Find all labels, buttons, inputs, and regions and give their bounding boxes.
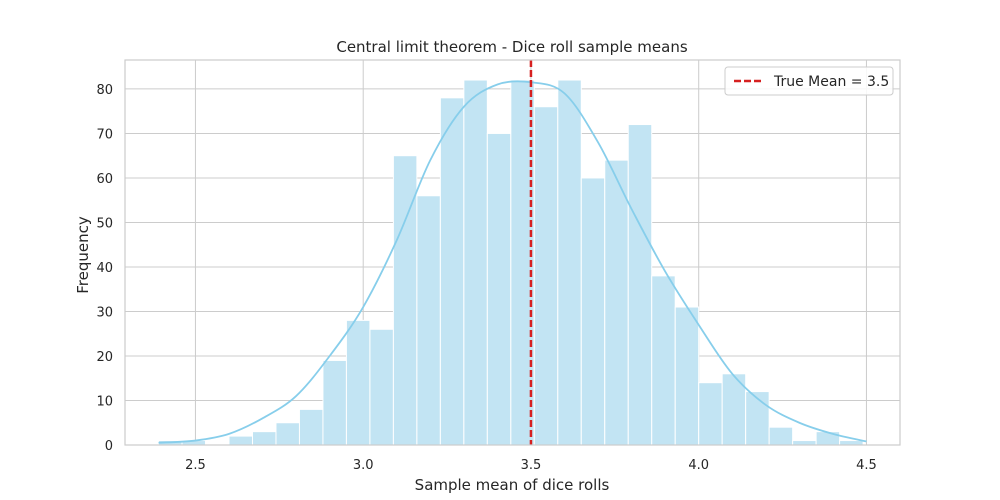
histogram-bar-19 — [604, 159, 629, 446]
legend: True Mean = 3.5 — [724, 66, 894, 96]
histogram-bar-18 — [580, 177, 606, 446]
histogram-bar-21 — [651, 275, 676, 446]
histogram-bar-26 — [768, 426, 794, 446]
y-tick-labels: 0 10 20 30 40 50 60 70 80 — [96, 83, 113, 454]
plot-frame — [124, 59, 901, 446]
histogram-bar-7 — [322, 359, 347, 446]
y-tick-label-8: 80 — [96, 83, 113, 98]
histogram-bar-5 — [275, 422, 300, 446]
histogram-bar-27 — [792, 440, 817, 446]
x-tick-label-2: 3.5 — [521, 458, 542, 473]
kde-curve — [158, 80, 867, 444]
bars-layer — [158, 79, 864, 446]
y-tick-label-3: 30 — [96, 305, 113, 320]
y-tick-label-4: 40 — [96, 261, 113, 276]
histogram-bar-23 — [698, 382, 723, 446]
y-tick-label-6: 60 — [96, 172, 113, 187]
histogram-bar-20 — [627, 124, 653, 446]
histogram-bar-28 — [815, 431, 841, 446]
histogram-bar-11 — [416, 195, 441, 446]
histogram-bar-22 — [674, 306, 700, 446]
histogram-bar-12 — [439, 97, 465, 446]
x-tick-label-1: 3.0 — [353, 458, 374, 473]
y-tick-label-0: 0 — [105, 439, 113, 454]
y-tick-label-1: 10 — [96, 394, 113, 409]
x-tick-label-3: 4.0 — [688, 458, 709, 473]
histogram-bar-14 — [486, 132, 512, 446]
y-tick-label-2: 20 — [96, 350, 113, 365]
y-tick-label-5: 50 — [96, 216, 113, 231]
histogram-bar-6 — [298, 408, 324, 446]
legend-box — [724, 66, 894, 96]
histogram-bar-9 — [369, 328, 394, 446]
histogram-bar-29 — [839, 440, 864, 446]
histogram-bar-16 — [533, 106, 559, 446]
x-tick-labels: 2.5 3.0 3.5 4.0 4.5 — [185, 458, 877, 473]
y-tick-label-7: 70 — [96, 127, 113, 142]
legend-mean-label: True Mean = 3.5 — [773, 74, 889, 90]
histogram-bar-17 — [557, 79, 582, 446]
histogram-bar-4 — [251, 431, 277, 446]
chart-title: Central limit theorem - Dice roll sample… — [336, 38, 687, 56]
histogram-bar-13 — [463, 79, 488, 446]
histogram-bar-3 — [228, 435, 253, 446]
kde-layer — [158, 80, 867, 444]
x-tick-label-4: 4.5 — [856, 458, 877, 473]
x-tick-label-0: 2.5 — [185, 458, 206, 473]
histogram-bar-8 — [345, 319, 371, 446]
y-axis-title: Frequency — [74, 216, 92, 294]
x-axis-title: Sample mean of dice rolls — [415, 476, 610, 494]
